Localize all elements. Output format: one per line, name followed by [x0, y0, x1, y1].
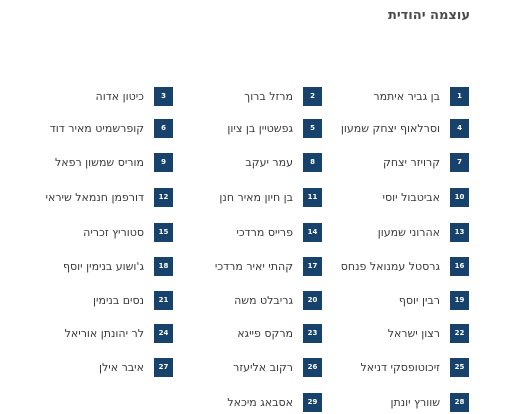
candidate-item: 14 פרייס מרדכי [236, 222, 322, 242]
candidate-name: גרסטל עמנואל פנחס [340, 259, 440, 273]
candidate-item: 18 ג'ושוע בנימין יוסף [63, 256, 173, 276]
candidate-number-badge: 20 [303, 290, 322, 310]
candidate-item: 8 עמר יעקב [245, 152, 322, 172]
candidate-number-badge: 8 [303, 152, 322, 172]
candidate-item: 4 וסרלאוף יצחק שמעון [341, 118, 469, 138]
candidate-number-badge: 26 [303, 357, 322, 377]
candidate-number-badge: 17 [303, 256, 322, 276]
candidate-item: 15 סטוריץ זכריה [83, 222, 173, 242]
candidate-name: איבר אילן [99, 360, 144, 374]
candidate-item: 26 רקוב אליעזר [233, 357, 322, 377]
candidate-name: סטוריץ זכריה [83, 225, 144, 239]
candidate-number-badge: 21 [154, 290, 173, 310]
candidate-name: אהרוני שמעון [377, 225, 440, 239]
candidate-name: ג'ושוע בנימין יוסף [62, 259, 144, 273]
candidate-item: 9 מוריס שמשון רפאל [55, 152, 173, 172]
candidate-number-badge: 19 [450, 290, 469, 310]
candidate-item: 12 דורפמן חנמאל שיראי [46, 187, 173, 207]
candidate-item: 27 איבר אילן [99, 357, 173, 377]
candidate-number-badge: 13 [450, 222, 469, 242]
candidate-number-badge: 7 [450, 152, 469, 172]
candidate-number-badge: 12 [154, 187, 173, 207]
candidate-item: 25 זיכוטופסקי דניאל [361, 357, 469, 377]
candidate-item: 5 גפשטיין בן ציון [227, 118, 322, 138]
candidate-item: 1 בן גביר איתמר [373, 86, 469, 106]
party-title: עוצמה יהודית [387, 8, 470, 23]
candidate-name: בן גביר איתמר [373, 89, 440, 103]
candidate-number-badge: 5 [303, 118, 322, 138]
candidate-name: כיטון אדוה [95, 89, 144, 103]
candidate-name: לר יהונתן אוריאל [64, 326, 144, 340]
candidate-number-badge: 29 [303, 392, 322, 412]
candidate-name: פרייס מרדכי [236, 225, 293, 239]
candidate-name: דורפמן חנמאל שיראי [45, 190, 144, 204]
candidate-number-badge: 15 [154, 222, 173, 242]
candidate-item: 24 לר יהונתן אוריאל [65, 323, 173, 343]
candidate-number-badge: 16 [450, 256, 469, 276]
candidate-name: רצון ישראל [387, 326, 440, 340]
candidate-number-badge: 14 [303, 222, 322, 242]
candidate-number-badge: 28 [450, 392, 469, 412]
candidate-item: 7 קרויזר יצחק [383, 152, 469, 172]
candidate-item: 10 אביטבול יוסי [383, 187, 469, 207]
candidate-name: רבין יוסף [398, 293, 440, 307]
candidate-name: נסים בנימין [93, 293, 144, 307]
candidate-number-badge: 3 [154, 86, 173, 106]
candidate-name: קרויזר יצחק [383, 155, 440, 169]
candidate-item: 28 שוורץ יונתן [390, 392, 469, 412]
candidate-name: בן חיון מאיר חנן [219, 190, 293, 204]
candidate-name: אסבאג מיכאל [227, 395, 293, 409]
candidate-item: 16 גרסטל עמנואל פנחס [341, 256, 469, 276]
candidate-number-badge: 11 [303, 187, 322, 207]
candidate-item: 22 רצון ישראל [388, 323, 469, 343]
candidate-item: 19 רבין יוסף [399, 290, 469, 310]
candidate-item: 11 בן חיון מאיר חנן [219, 187, 322, 207]
candidate-name: גפשטיין בן ציון [227, 121, 293, 135]
candidate-item: 29 אסבאג מיכאל [227, 392, 322, 412]
candidate-name: וסרלאוף יצחק שמעון [340, 121, 440, 135]
candidate-item: 13 אהרוני שמעון [378, 222, 469, 242]
candidate-name: עמר יעקב [245, 155, 293, 169]
candidate-item: 2 מרזל ברוך [244, 86, 322, 106]
candidate-name: מרקס פייגא [237, 326, 293, 340]
candidate-number-badge: 1 [450, 86, 469, 106]
candidate-number-badge: 2 [303, 86, 322, 106]
candidate-item: 3 כיטון אדוה [96, 86, 173, 106]
candidate-name: מוריס שמשון רפאל [54, 155, 144, 169]
candidate-name: אביטבול יוסי [382, 190, 440, 204]
candidate-number-badge: 24 [154, 323, 173, 343]
candidate-number-badge: 9 [154, 152, 173, 172]
candidate-name: קהתי יאיר מרדכי [214, 259, 293, 273]
candidate-name: זיכוטופסקי דניאל [360, 360, 440, 374]
candidate-name: רקוב אליעזר [233, 360, 293, 374]
candidate-number-badge: 27 [154, 357, 173, 377]
candidate-number-badge: 25 [450, 357, 469, 377]
candidate-name: שוורץ יונתן [390, 395, 440, 409]
candidate-name: קופרשמיט מאיר דוד [49, 121, 144, 135]
candidate-number-badge: 23 [303, 323, 322, 343]
candidate-item: 23 מרקס פייגא [237, 323, 322, 343]
candidate-item: 21 נסים בנימין [93, 290, 173, 310]
candidate-name: מרזל ברוך [244, 89, 293, 103]
candidate-item: 20 גריבלט משה [234, 290, 322, 310]
candidate-number-badge: 10 [450, 187, 469, 207]
candidate-name: גריבלט משה [234, 293, 293, 307]
candidate-item: 6 קופרשמיט מאיר דוד [50, 118, 173, 138]
candidate-number-badge: 22 [450, 323, 469, 343]
candidate-number-badge: 6 [154, 118, 173, 138]
candidate-number-badge: 18 [154, 256, 173, 276]
candidate-number-badge: 4 [450, 118, 469, 138]
candidate-item: 17 קהתי יאיר מרדכי [215, 256, 322, 276]
